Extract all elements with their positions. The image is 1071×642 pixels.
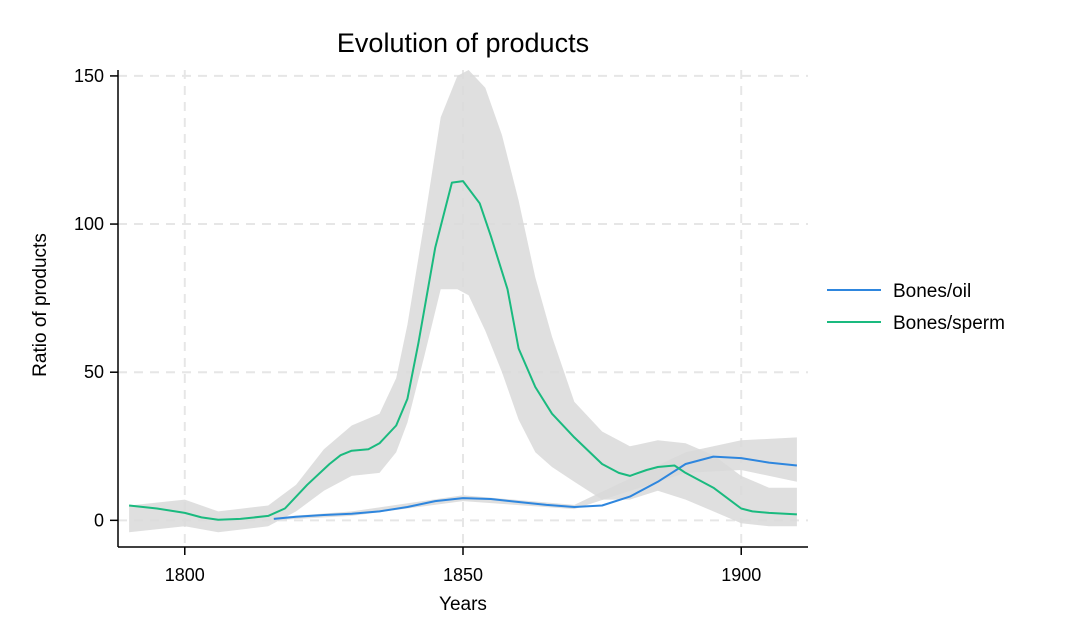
x-tick-label: 1900: [721, 565, 761, 585]
axes: 0 50 100 150 1800 1850 1900: [74, 66, 808, 585]
x-tick-label: 1800: [165, 565, 205, 585]
series-line: [273, 455, 798, 520]
y-tick-label: 150: [74, 66, 104, 86]
legend-label: Bones/oil: [893, 281, 971, 302]
x-axis-label: Years: [439, 594, 487, 615]
y-tick-label: 0: [94, 510, 104, 530]
series-line: [128, 180, 797, 521]
legend-label: Bones/sperm: [893, 313, 1005, 334]
series-lines: [128, 180, 798, 521]
y-tick-label: 50: [84, 362, 104, 382]
chart-title: Evolution of products: [337, 28, 589, 58]
y-tick-label: 100: [74, 214, 104, 234]
y-axis-label: Ratio of products: [30, 233, 51, 377]
x-tick-label: 1850: [443, 565, 483, 585]
legend: Bones/oil Bones/sperm: [827, 281, 1005, 334]
confidence-band: [129, 70, 797, 533]
